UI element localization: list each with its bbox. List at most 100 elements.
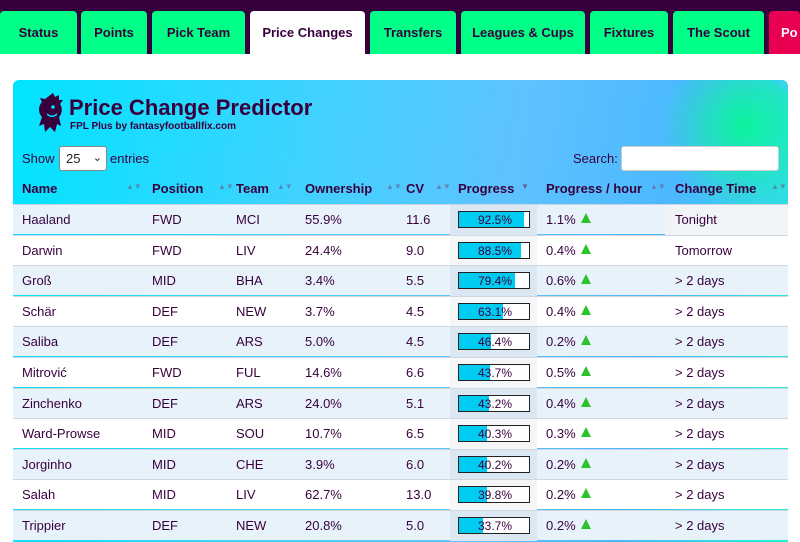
tab-transfers[interactable]: Transfers: [370, 11, 456, 54]
change-time: > 2 days: [675, 518, 725, 533]
column-header-position[interactable]: Position: [152, 181, 204, 196]
sort-icon[interactable]: ▲▼: [435, 182, 451, 191]
player-ownership: 3.9%: [305, 456, 335, 472]
change-time: > 2 days: [675, 303, 725, 319]
player-ownership: 24.0%: [305, 395, 342, 411]
player-team: LIV: [236, 242, 256, 258]
column-header-progress[interactable]: Progress: [458, 181, 515, 196]
show-label: Show: [22, 151, 55, 166]
sort-icon[interactable]: ▲▼: [386, 182, 402, 191]
change-time: > 2 days: [675, 334, 725, 350]
player-name: Groß: [22, 273, 52, 289]
column-header-name[interactable]: Name: [22, 181, 58, 196]
player-ownership: 5.0%: [305, 334, 335, 350]
progress-label: 63.1%: [477, 304, 513, 319]
progress-label: 79.4%: [477, 274, 513, 289]
progress-per-hour: 0.2%: [546, 456, 576, 472]
tab-points[interactable]: Points: [81, 11, 147, 54]
progress-per-hour: 0.4%: [546, 303, 576, 319]
table-row: Jorginho MID CHE 3.9% 6.0 40.2% 0.2% > 2 days: [13, 448, 788, 480]
player-position: DEF: [152, 518, 178, 533]
arrow-up-icon: [581, 304, 591, 315]
player-position: DEF: [152, 334, 178, 350]
arrow-up-icon: [581, 213, 591, 223]
progress-bar: 43.7%: [458, 364, 530, 381]
progress-bar: 40.2%: [458, 455, 530, 473]
progress-fill: [459, 273, 515, 289]
entries-value: 25: [66, 151, 81, 166]
table-row: Salah MID LIV 62.7% 13.0 39.8% 0.2% > 2 days: [13, 479, 788, 511]
player-ownership: 24.4%: [305, 242, 342, 258]
change-time: Tonight: [675, 212, 717, 227]
chevron-down-icon: ⌄: [92, 152, 102, 164]
arrow-up-icon: [581, 427, 591, 438]
player-ownership: 14.6%: [305, 365, 342, 380]
progress-per-hour: 0.6%: [546, 273, 576, 289]
player-cv: 13.0: [406, 487, 432, 503]
search-input[interactable]: [621, 146, 779, 171]
panel-header: Price Change Predictor FPL Plus by fanta…: [13, 80, 788, 225]
progress-per-hour: 0.3%: [546, 426, 576, 442]
top-nav: Status Points Pick Team Price Changes Tr…: [0, 0, 800, 54]
player-position: DEF: [152, 395, 178, 411]
progress-per-hour: 0.2%: [546, 334, 576, 350]
column-header-ownership[interactable]: Ownership: [305, 181, 373, 196]
progress-fill: [459, 426, 488, 442]
player-cv: 6.0: [406, 456, 425, 472]
sort-desc-icon[interactable]: ▼: [521, 182, 529, 191]
progress-label: 43.7%: [477, 366, 513, 380]
player-cv: 5.0: [406, 518, 425, 533]
change-time: > 2 days: [675, 395, 725, 411]
arrow-up-icon: [581, 457, 591, 468]
sort-icon[interactable]: ▲▼: [650, 182, 666, 191]
player-position: FWD: [152, 212, 182, 227]
progress-bar: 79.4%: [458, 272, 530, 290]
progress-label: 46.4%: [477, 335, 513, 350]
progress-fill: [459, 334, 492, 350]
player-cv: 6.6: [406, 365, 425, 380]
progress-fill: [459, 212, 524, 227]
player-cv: 9.0: [406, 242, 425, 258]
table-row: Groß MID BHA 3.4% 5.5 79.4% 0.6% > 2 days: [13, 265, 788, 297]
tab-pick-team[interactable]: Pick Team: [152, 11, 245, 54]
tab-the-scout[interactable]: The Scout: [673, 11, 764, 54]
player-ownership: 10.7%: [305, 426, 342, 442]
sort-icon[interactable]: ▲▼: [218, 182, 234, 191]
sort-icon[interactable]: ▲▼: [771, 182, 787, 191]
player-name: Schär: [22, 303, 56, 319]
column-header-progress-hour[interactable]: Progress / hour: [546, 181, 643, 196]
tab-price-changes[interactable]: Price Changes: [250, 11, 365, 54]
progress-bar: 63.1%: [458, 302, 530, 320]
table-row: Trippier DEF NEW 20.8% 5.0 33.7% 0.2% > 2 days: [13, 510, 788, 541]
player-team: ARS: [236, 334, 263, 350]
player-cv: 4.5: [406, 334, 425, 350]
player-name: Salah: [22, 487, 56, 503]
arrow-up-icon: [581, 243, 591, 254]
player-name: Haaland: [22, 212, 71, 227]
tab-leagues-cups[interactable]: Leagues & Cups: [461, 11, 585, 54]
progress-fill: [459, 242, 521, 258]
progress-per-hour: 0.2%: [546, 487, 576, 503]
change-time: > 2 days: [675, 456, 725, 472]
progress-per-hour: 1.1%: [546, 212, 576, 227]
column-header-change-time[interactable]: Change Time: [675, 181, 757, 196]
sort-icon[interactable]: ▲▼: [277, 182, 293, 191]
sort-icon[interactable]: ▲▼: [126, 182, 142, 191]
progress-per-hour: 0.5%: [546, 365, 576, 380]
column-header-cv[interactable]: CV: [406, 181, 425, 196]
progress-per-hour: 0.4%: [546, 395, 576, 411]
progress-bar: 46.4%: [458, 333, 530, 351]
progress-label: 33.7%: [477, 519, 513, 533]
table-row: Mitrović FWD FUL 14.6% 6.6 43.7% 0.5% > 2 days: [13, 357, 788, 388]
tab-status[interactable]: Status: [0, 11, 77, 54]
search-label: Search:: [573, 151, 618, 166]
entries-label: entries: [110, 151, 150, 166]
entries-select[interactable]: 25 ⌄: [59, 146, 107, 171]
table-row: Zinchenko DEF ARS 24.0% 5.1 43.2% 0.4% > 2 days: [13, 387, 788, 419]
player-cv: 5.5: [406, 273, 425, 289]
tab-fixtures[interactable]: Fixtures: [590, 11, 668, 54]
column-header-team[interactable]: Team: [236, 181, 269, 196]
table-row: Schär DEF NEW 3.7% 4.5 63.1% 0.4% > 2 days: [13, 295, 788, 327]
tab-more[interactable]: Po: [769, 11, 800, 54]
player-name: Saliba: [22, 334, 59, 350]
